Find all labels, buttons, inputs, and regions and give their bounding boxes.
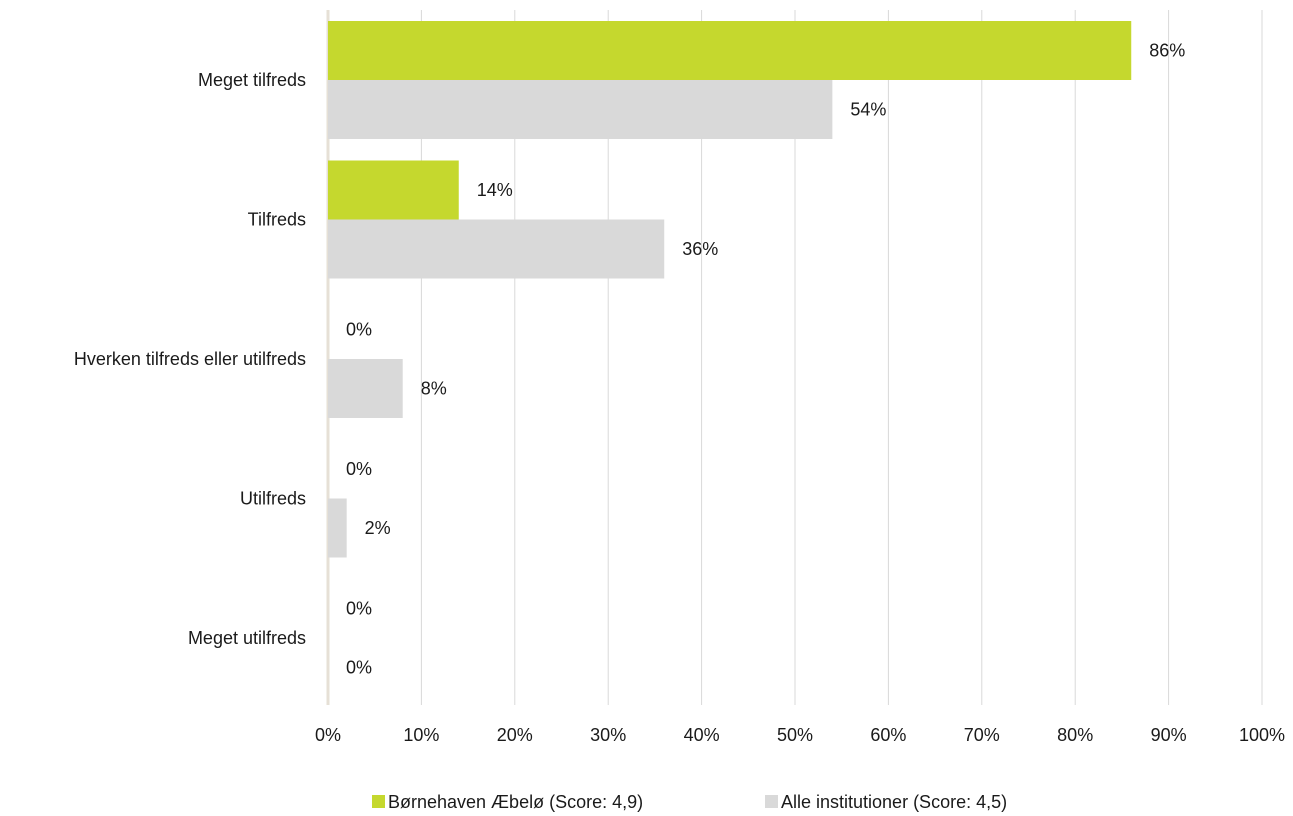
data-label: 86% [1149, 41, 1185, 61]
x-tick-label: 40% [684, 725, 720, 745]
category-label: Meget tilfreds [198, 70, 306, 90]
data-label: 0% [346, 320, 372, 340]
data-label: 0% [346, 599, 372, 619]
legend-swatch [765, 795, 778, 808]
x-tick-labels: 0% 10% 20% 30% 40% 50% 60% 70% 80% 90% 100% [315, 725, 1285, 745]
bar [328, 160, 459, 220]
x-tick-label: 0% [315, 725, 341, 745]
x-tick-label: 70% [964, 725, 1000, 745]
category-label: Tilfreds [248, 210, 306, 230]
bar [328, 80, 833, 139]
data-label: 14% [477, 180, 513, 200]
data-label: 36% [682, 239, 718, 259]
x-tick-label: 30% [590, 725, 626, 745]
x-tick-label: 100% [1239, 725, 1285, 745]
data-label: 8% [421, 379, 447, 399]
category-label: Meget utilfreds [188, 628, 306, 648]
category-label: Utilfreds [240, 489, 306, 509]
legend-label: Alle institutioner (Score: 4,5) [781, 792, 1007, 812]
category-labels: Meget tilfreds Tilfreds Hverken tilfreds e… [74, 70, 306, 648]
legend-swatch [372, 795, 385, 808]
bar [328, 498, 347, 558]
data-label: 0% [346, 459, 372, 479]
bar [328, 21, 1132, 80]
x-tick-label: 80% [1057, 725, 1093, 745]
bar [328, 219, 665, 279]
data-label: 0% [346, 658, 372, 678]
x-tick-label: 60% [870, 725, 906, 745]
category-label: Hverken tilfreds eller utilfreds [74, 349, 306, 369]
data-label: 54% [850, 100, 886, 120]
x-tick-label: 90% [1151, 725, 1187, 745]
value-labels: 86% 54% 14% 36% 0% 8% 0% 2% 0% 0% [346, 41, 1185, 678]
x-tick-label: 10% [403, 725, 439, 745]
bars [328, 21, 1132, 558]
x-tick-label: 50% [777, 725, 813, 745]
legend-label: Børnehaven Æbelø (Score: 4,9) [388, 792, 643, 812]
legend: Børnehaven Æbelø (Score: 4,9) Alle instit… [372, 792, 1007, 812]
x-tick-label: 20% [497, 725, 533, 745]
data-label: 2% [365, 518, 391, 538]
bar [328, 359, 403, 418]
